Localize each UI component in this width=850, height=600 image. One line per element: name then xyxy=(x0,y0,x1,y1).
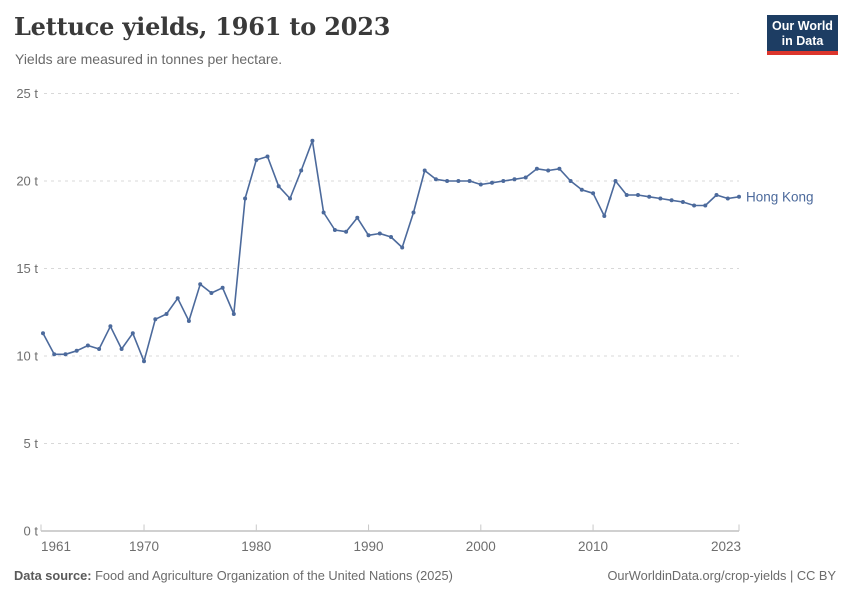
data-source-note: Data source: Food and Agriculture Organi… xyxy=(14,568,453,583)
data-point-2010 xyxy=(591,191,596,196)
x-axis-tick-label: 2000 xyxy=(466,539,496,554)
owid-logo-line2: in Data xyxy=(781,34,824,48)
data-point-1962 xyxy=(52,352,57,357)
data-source-text: Food and Agriculture Organization of the… xyxy=(91,568,453,583)
data-point-1976 xyxy=(209,291,214,295)
page-title: Lettuce yields, 1961 to 2023 xyxy=(14,12,391,41)
data-point-2016 xyxy=(658,196,663,201)
data-point-2011 xyxy=(602,214,607,218)
owid-logo[interactable]: Our World in Data xyxy=(767,15,838,55)
data-point-2001 xyxy=(490,180,494,185)
data-point-1964 xyxy=(74,348,79,353)
data-point-1987 xyxy=(332,228,337,232)
data-point-2018 xyxy=(680,200,685,204)
y-axis-tick-label: 10 t xyxy=(16,349,38,364)
data-point-1975 xyxy=(198,282,203,287)
data-point-2012 xyxy=(613,179,618,183)
data-point-2002 xyxy=(501,179,506,183)
data-point-2006 xyxy=(546,168,551,173)
y-axis-tick-label: 15 t xyxy=(16,261,38,276)
series-line-hong-kong xyxy=(42,140,740,363)
data-point-1988 xyxy=(344,229,349,234)
chart-subtitle: Yields are measured in tonnes per hectar… xyxy=(15,51,283,67)
data-point-2014 xyxy=(636,193,640,197)
data-point-1971 xyxy=(153,317,158,322)
data-point-2003 xyxy=(512,177,517,182)
data-point-1982 xyxy=(276,184,281,189)
data-point-1984 xyxy=(299,168,304,173)
owid-logo-line1: Our World xyxy=(772,19,833,33)
data-point-1997 xyxy=(445,179,450,183)
x-axis-tick-label: 2010 xyxy=(578,539,608,554)
data-point-1974 xyxy=(186,319,191,323)
x-axis-tick-label: 1961 xyxy=(41,539,71,554)
data-point-1992 xyxy=(389,235,393,239)
x-axis-tick-label: 1990 xyxy=(354,539,384,554)
data-source-label: Data source: xyxy=(14,568,92,583)
data-point-1989 xyxy=(355,215,360,220)
data-point-1991 xyxy=(377,231,382,236)
data-point-1999 xyxy=(467,179,472,183)
x-axis-tick-label: 2023 xyxy=(711,539,741,554)
data-point-1998 xyxy=(456,179,461,183)
data-point-1970 xyxy=(142,359,146,364)
y-axis-tick-label: 0 t xyxy=(24,524,39,539)
data-point-2019 xyxy=(692,203,697,208)
x-axis-tick-label: 1980 xyxy=(241,539,271,554)
data-point-2022 xyxy=(725,196,730,201)
data-point-2005 xyxy=(534,166,539,171)
data-point-1990 xyxy=(366,233,371,238)
data-point-1969 xyxy=(130,331,135,336)
data-point-1981 xyxy=(265,154,270,159)
data-point-2020 xyxy=(703,203,708,208)
data-point-1983 xyxy=(288,196,292,201)
entity-label-hong-kong[interactable]: Hong Kong xyxy=(746,189,814,204)
data-point-1972 xyxy=(164,312,169,316)
data-point-1966 xyxy=(97,347,102,351)
data-point-1965 xyxy=(85,343,90,348)
data-point-2004 xyxy=(523,175,528,180)
y-axis-tick-label: 25 t xyxy=(16,86,38,101)
data-point-2021 xyxy=(714,193,719,197)
data-point-1977 xyxy=(220,285,225,290)
data-point-1996 xyxy=(433,177,438,182)
data-point-2013 xyxy=(624,193,629,197)
chart-footer: Data source: Food and Agriculture Organi… xyxy=(14,568,836,583)
data-point-1968 xyxy=(119,347,124,351)
data-point-2000 xyxy=(478,182,483,187)
y-axis-tick-label: 5 t xyxy=(24,436,39,451)
data-point-2015 xyxy=(647,194,652,199)
data-point-1963 xyxy=(63,352,68,357)
data-point-1995 xyxy=(422,168,427,173)
data-point-2023 xyxy=(737,194,741,199)
data-point-1979 xyxy=(243,196,248,201)
data-point-1986 xyxy=(321,210,326,215)
data-point-1994 xyxy=(411,210,416,215)
data-point-2007 xyxy=(557,166,562,171)
x-axis-tick-label: 1970 xyxy=(129,539,159,554)
data-point-1985 xyxy=(310,138,315,143)
data-point-1973 xyxy=(175,296,180,301)
data-point-2017 xyxy=(669,198,674,203)
y-axis-tick-label: 20 t xyxy=(16,174,38,189)
data-point-1967 xyxy=(108,324,113,329)
data-point-1961 xyxy=(41,331,45,336)
data-point-2009 xyxy=(579,187,584,192)
data-point-1993 xyxy=(400,245,405,250)
data-point-1978 xyxy=(231,312,236,316)
data-point-2008 xyxy=(568,179,573,183)
data-point-1980 xyxy=(254,158,259,162)
owid-license-link[interactable]: OurWorldinData.org/crop-yields | CC BY xyxy=(607,568,836,583)
